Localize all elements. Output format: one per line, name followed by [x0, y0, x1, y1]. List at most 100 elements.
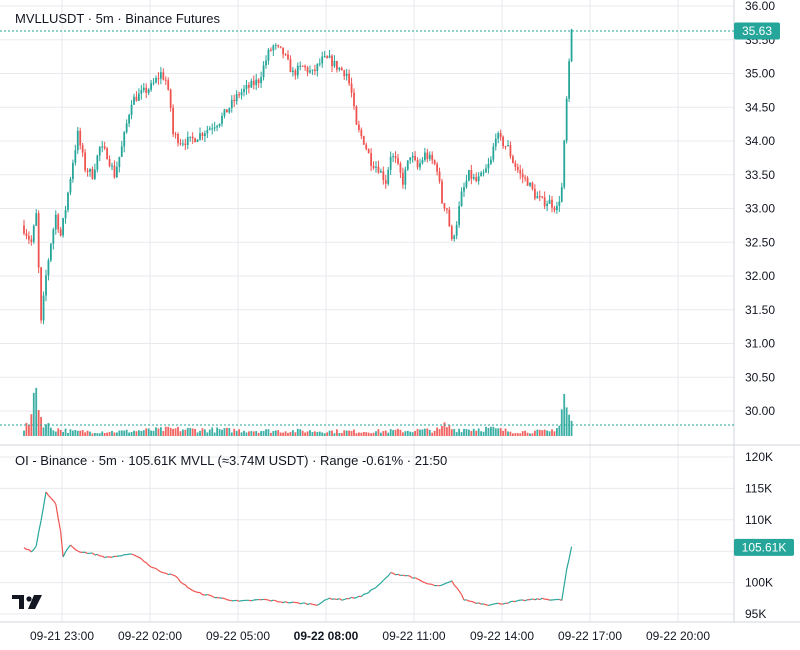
- candle-body: [133, 96, 135, 105]
- oi-segment: [282, 601, 286, 604]
- oi-segment: [290, 601, 294, 604]
- volume-bar: [419, 429, 421, 436]
- volume-bar: [353, 429, 355, 436]
- volume-bar: [167, 426, 170, 436]
- candle-body: [191, 136, 194, 139]
- volume-bar: [140, 431, 143, 436]
- volume-bar: [169, 427, 172, 436]
- oi-segment: [424, 582, 428, 585]
- volume-bar: [118, 430, 121, 436]
- volume-bar: [250, 431, 253, 436]
- candle-body: [409, 157, 412, 161]
- oi-segment: [360, 593, 365, 597]
- oi-segment: [522, 599, 526, 602]
- price-tick-label: 34.50: [745, 100, 775, 114]
- price-tick-label: 36.00: [745, 0, 775, 13]
- oi-segment: [378, 582, 382, 586]
- volume-bar: [565, 407, 568, 436]
- candle-body: [37, 213, 40, 268]
- candle-body: [404, 169, 407, 185]
- oi-segment: [216, 596, 220, 599]
- candle-body: [568, 61, 571, 99]
- volume-bar: [228, 427, 231, 436]
- oi-segment: [341, 598, 345, 601]
- oi-segment: [209, 594, 213, 597]
- oi-tick-label: 115K: [745, 481, 772, 495]
- candle-body: [438, 171, 441, 182]
- candle-body: [177, 134, 179, 144]
- volume-bar: [186, 427, 189, 436]
- oi-segment: [368, 589, 372, 593]
- volume-bar: [25, 422, 28, 436]
- oi-segment: [92, 552, 96, 556]
- candle-body: [431, 154, 434, 161]
- volume-bar: [199, 430, 201, 436]
- candle-body: [433, 160, 436, 164]
- candle-body: [353, 92, 355, 107]
- volume-bar: [475, 430, 478, 436]
- volume-bar: [436, 427, 439, 436]
- volume-bar: [448, 425, 451, 436]
- oi-segment: [30, 548, 35, 553]
- candle-body: [441, 181, 443, 204]
- volume-bar: [521, 431, 524, 436]
- volume-bar: [230, 432, 233, 436]
- volume-bar: [345, 430, 348, 436]
- candle-body: [142, 87, 145, 91]
- oi-segment: [57, 518, 62, 532]
- volume-bar: [375, 431, 377, 436]
- tradingview-logo-icon[interactable]: [12, 595, 42, 609]
- price-axis[interactable]: 36.0035.5035.0034.5034.0033.5033.0032.50…: [745, 0, 775, 418]
- candle-body: [563, 140, 566, 188]
- oi-segment: [40, 506, 45, 521]
- candle-body: [93, 169, 96, 179]
- oi-segment: [23, 547, 27, 550]
- candle-body: [255, 79, 258, 86]
- candle-body: [216, 126, 219, 128]
- candle-body: [335, 61, 338, 70]
- candle-body: [348, 73, 351, 84]
- volume-bar: [541, 430, 544, 436]
- volume-bar: [157, 428, 160, 436]
- oi-segment: [439, 584, 443, 587]
- oi-segment: [312, 603, 316, 606]
- oi-segment: [483, 603, 487, 606]
- volume-bar: [162, 431, 165, 436]
- oi-segment: [449, 580, 453, 583]
- candle-body: [372, 165, 375, 168]
- time-axis[interactable]: 09-21 23:00 09-22 02:00 09-22 05:00 09-22 0…: [30, 629, 710, 643]
- volume-bar: [453, 428, 456, 436]
- candle-body: [289, 59, 292, 73]
- oi-segment: [309, 603, 313, 605]
- candle-body: [277, 45, 280, 47]
- oi-segment: [121, 554, 125, 557]
- candle-body: [480, 172, 483, 177]
- oi-segment: [111, 555, 115, 558]
- volume-bar: [548, 431, 551, 436]
- oi-segment: [67, 544, 71, 549]
- oi-segment: [84, 551, 88, 555]
- candle-body: [174, 134, 177, 136]
- candle-body: [345, 73, 348, 77]
- candle-body: [311, 69, 314, 71]
- volume-bar: [489, 426, 492, 436]
- oi-segment: [175, 575, 179, 579]
- oi-segment: [365, 592, 369, 595]
- candle-body: [152, 82, 155, 84]
- volume-bar: [519, 433, 522, 436]
- volume-bar: [179, 431, 182, 436]
- oi-segment: [351, 596, 355, 599]
- candle-body: [560, 187, 563, 202]
- price-last-value: 35.63: [742, 24, 772, 38]
- oi-axis[interactable]: 120K115K110K105K100K95K: [745, 450, 773, 621]
- candle-body: [230, 99, 233, 109]
- candle-body: [164, 79, 167, 81]
- volume-bar: [208, 429, 211, 436]
- oi-segment: [168, 573, 171, 576]
- candle-body: [42, 295, 45, 321]
- volume-bar: [450, 429, 453, 436]
- candle-body: [536, 196, 539, 199]
- oi-segment: [471, 600, 474, 603]
- volume-bar: [443, 422, 446, 436]
